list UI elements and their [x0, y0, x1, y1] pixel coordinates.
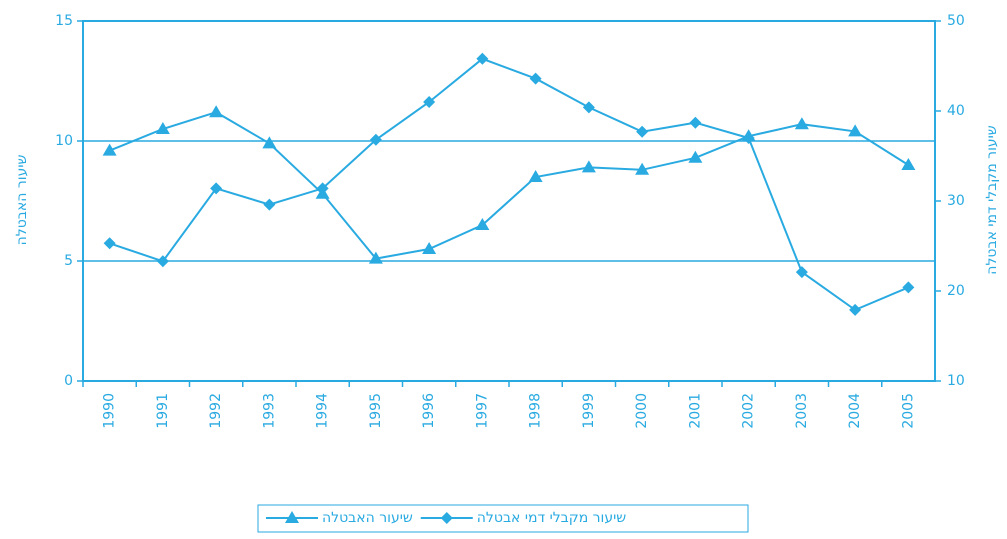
- triangle-marker: [848, 124, 863, 137]
- triangle-marker: [635, 162, 650, 175]
- x-tick-label: 1996: [421, 393, 437, 429]
- x-tick-label: 1990: [102, 393, 118, 429]
- triangle-marker: [262, 136, 277, 149]
- diamond-marker: [263, 198, 276, 211]
- diamond-marker: [369, 133, 382, 146]
- triangle-marker: [688, 150, 703, 163]
- diamond-marker: [156, 255, 169, 268]
- y-tick-label: 5: [64, 253, 73, 269]
- triangle-marker: [528, 170, 543, 182]
- series-line: [109, 57, 909, 312]
- diamond-marker: [316, 182, 329, 195]
- x-tick-label: 1991: [155, 393, 171, 429]
- diamond-marker: [476, 52, 489, 65]
- x-tick-label: 1999: [581, 393, 597, 429]
- x-tick-label: 2000: [634, 393, 650, 429]
- triangle-marker: [581, 160, 596, 173]
- x-tick-label: 1994: [315, 393, 331, 429]
- diamond-marker: [423, 96, 436, 108]
- x-tick-label: 2001: [687, 393, 703, 429]
- triangle-marker: [102, 143, 117, 156]
- y2-axis-title: שיעור מקבלי דמי אבטלה: [984, 125, 1000, 275]
- series-line: [109, 111, 909, 260]
- triangle-marker: [368, 251, 383, 264]
- diamond-marker: [440, 512, 453, 524]
- x-tick-label: 1992: [208, 393, 224, 429]
- diamond-marker: [103, 237, 116, 250]
- triangle-marker: [285, 511, 299, 523]
- x-tick-label: 1997: [474, 393, 490, 429]
- x-tick-label: 1998: [528, 393, 544, 429]
- y2-tick-label: 50: [947, 13, 965, 29]
- diamond-marker: [902, 281, 915, 294]
- triangle-marker: [901, 158, 916, 170]
- y2-tick-label: 20: [947, 283, 965, 299]
- x-tick-label: 2003: [794, 393, 810, 429]
- legend-label: שיעור האבטלה: [322, 510, 413, 526]
- y2-tick-label: 40: [947, 103, 965, 119]
- legend-label: שיעור מקבלי דמי אבטלה: [477, 510, 627, 526]
- triangle-marker: [209, 105, 224, 118]
- triangle-marker: [422, 242, 437, 254]
- legend-frame: [257, 504, 749, 533]
- x-tick-label: 2004: [847, 393, 863, 429]
- diamond-marker: [742, 132, 755, 144]
- triangle-marker: [475, 218, 490, 230]
- diamond-marker: [795, 266, 808, 279]
- triangle-marker: [794, 117, 809, 130]
- triangle-marker: [155, 122, 170, 134]
- y2-tick-label: 30: [947, 193, 965, 209]
- y-tick-label: 10: [55, 133, 73, 149]
- diamond-marker: [582, 101, 595, 114]
- y-axis-title: שיעור האבטלה: [14, 155, 30, 246]
- diamond-marker: [689, 116, 702, 129]
- diamond-marker: [210, 182, 223, 195]
- x-tick-label: 1993: [261, 393, 277, 429]
- diamond-marker: [849, 303, 862, 316]
- y2-tick-label: 10: [947, 373, 965, 389]
- y-tick-label: 15: [55, 13, 73, 29]
- x-tick-label: 1995: [368, 393, 384, 429]
- diamond-marker: [636, 125, 649, 138]
- y-tick-label: 0: [64, 373, 73, 389]
- x-tick-label: 2002: [741, 393, 757, 429]
- x-tick-label: 2005: [900, 393, 916, 429]
- diamond-marker: [529, 72, 542, 85]
